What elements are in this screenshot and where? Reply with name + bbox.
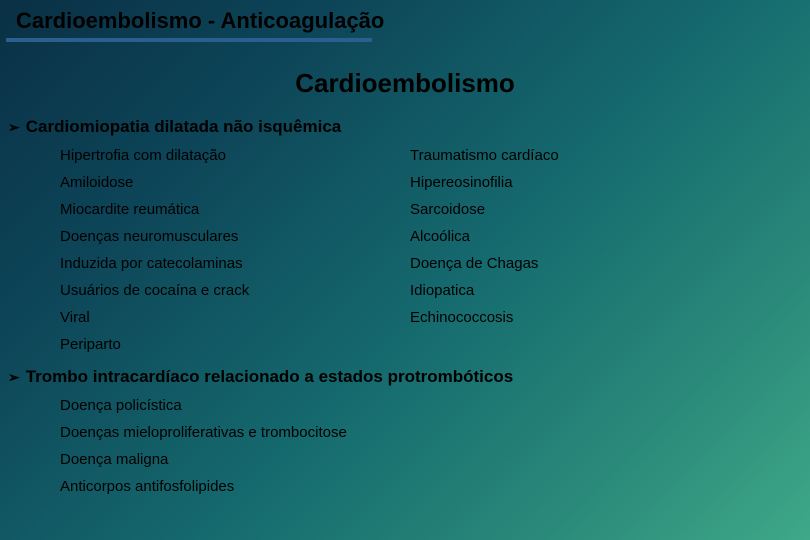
list-item: Anticorpos antifosfolipides (60, 478, 810, 495)
header-underline (6, 38, 804, 42)
grid-cell: Traumatismo cardíaco (410, 147, 760, 164)
list-item: Doença policística (60, 397, 810, 414)
bullet-icon: ➢ (8, 119, 20, 136)
grid-cell: Amiloidose (60, 174, 410, 191)
section-2-text: Trombo intracardíaco relacionado a estad… (26, 367, 513, 387)
grid-cell: Alcoólica (410, 228, 760, 245)
section-1-text: Cardiomiopatia dilatada não isquêmica (26, 117, 342, 137)
grid-cell (410, 336, 760, 353)
list-item: Doença maligna (60, 451, 810, 468)
section-2-list: Doença policística Doenças mieloprolifer… (60, 397, 810, 495)
grid-cell: Hipereosinofilia (410, 174, 760, 191)
slide-title: Cardioembolismo (0, 68, 810, 99)
grid-cell: Doença de Chagas (410, 255, 760, 272)
grid-cell: Idiopatica (410, 282, 760, 299)
grid-cell: Doenças neuromusculares (60, 228, 410, 245)
grid-cell: Echinococcosis (410, 309, 760, 326)
slide-header: Cardioembolismo - Anticoagulação (2, 2, 398, 38)
grid-cell: Miocardite reumática (60, 201, 410, 218)
list-item: Doenças mieloproliferativas e trombocito… (60, 424, 810, 441)
section-2-heading: ➢ Trombo intracardíaco relacionado a est… (8, 367, 810, 387)
grid-cell: Induzida por catecolaminas (60, 255, 410, 272)
grid-cell: Usuários de cocaína e crack (60, 282, 410, 299)
bullet-icon: ➢ (8, 369, 20, 386)
section-1-heading: ➢ Cardiomiopatia dilatada não isquêmica (8, 117, 810, 137)
grid-cell: Periparto (60, 336, 410, 353)
section-1-grid: Hipertrofia com dilatação Traumatismo ca… (60, 147, 810, 353)
grid-cell: Viral (60, 309, 410, 326)
slide-header-wrap: Cardioembolismo - Anticoagulação (0, 0, 810, 42)
grid-cell: Hipertrofia com dilatação (60, 147, 410, 164)
grid-cell: Sarcoidose (410, 201, 760, 218)
